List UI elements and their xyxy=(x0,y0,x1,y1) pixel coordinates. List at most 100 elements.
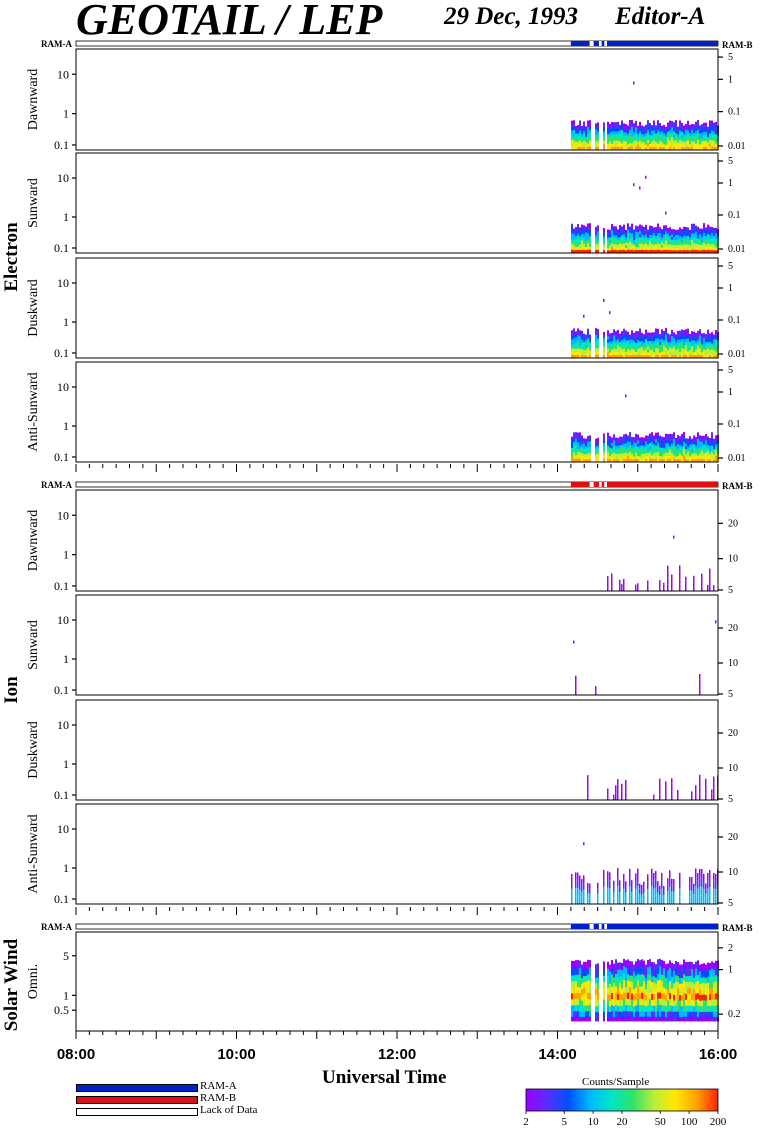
bin xyxy=(647,441,649,445)
bin xyxy=(625,458,627,463)
bin xyxy=(677,240,679,243)
bin xyxy=(687,976,689,983)
bin xyxy=(679,330,681,334)
bin xyxy=(681,978,683,985)
bin xyxy=(677,342,679,347)
bin xyxy=(581,1000,583,1007)
bin xyxy=(697,133,699,137)
bin xyxy=(709,994,711,1001)
bin xyxy=(689,344,691,348)
bin xyxy=(651,962,653,970)
bin xyxy=(681,964,683,972)
bin xyxy=(691,982,693,989)
bin xyxy=(627,340,629,344)
bin xyxy=(639,980,641,988)
right-tick-label: 5 xyxy=(728,365,733,376)
bin xyxy=(571,133,573,138)
left-tick-label: 10 xyxy=(57,718,69,732)
bin xyxy=(607,345,609,350)
bin xyxy=(657,143,659,147)
panel-label: Dawnward xyxy=(26,510,41,571)
bin xyxy=(693,331,695,335)
bin xyxy=(707,142,709,146)
bin xyxy=(651,349,653,353)
bin xyxy=(673,897,675,904)
bin xyxy=(619,450,621,454)
bin xyxy=(709,226,711,230)
bin xyxy=(647,355,649,359)
bin xyxy=(621,456,623,460)
bin xyxy=(621,238,623,242)
bin xyxy=(699,441,701,445)
bin xyxy=(683,442,685,446)
bin xyxy=(617,237,619,241)
bin xyxy=(641,980,643,987)
bin xyxy=(585,456,587,460)
bin xyxy=(677,458,679,463)
bin xyxy=(581,450,583,454)
bin xyxy=(627,459,629,463)
bin xyxy=(665,126,667,130)
bin xyxy=(695,961,697,970)
bin xyxy=(653,994,655,1001)
bin xyxy=(637,136,639,140)
bin xyxy=(627,128,629,132)
bin xyxy=(631,445,633,449)
bin xyxy=(689,133,691,137)
bin xyxy=(705,449,707,453)
left-tick-label: 0.1 xyxy=(54,241,69,255)
bin xyxy=(703,1006,705,1013)
bin xyxy=(695,134,697,138)
bin xyxy=(701,341,703,345)
bin xyxy=(635,120,637,125)
bin xyxy=(573,1011,575,1018)
bin xyxy=(699,995,701,1002)
mode-left-label: RAM-A xyxy=(41,922,72,932)
bin xyxy=(699,125,701,129)
bin xyxy=(713,969,715,978)
bin xyxy=(607,242,609,246)
bin xyxy=(683,147,685,151)
bin xyxy=(667,977,669,984)
bin xyxy=(715,450,717,454)
bin xyxy=(703,963,705,971)
bin xyxy=(643,355,645,359)
bin xyxy=(675,245,677,249)
bin xyxy=(689,450,691,454)
bin xyxy=(595,690,597,693)
bin xyxy=(573,344,575,349)
bin xyxy=(673,970,675,978)
bin xyxy=(575,136,577,140)
bin xyxy=(635,1005,637,1012)
bin xyxy=(623,881,625,889)
bin xyxy=(655,970,657,979)
bin xyxy=(701,236,703,240)
bin xyxy=(655,432,657,437)
bin xyxy=(661,229,663,233)
bin xyxy=(611,125,613,129)
bin xyxy=(583,968,585,977)
bin xyxy=(615,137,617,142)
bin xyxy=(585,352,587,356)
bin xyxy=(661,1016,663,1022)
bin xyxy=(579,967,581,976)
bin xyxy=(663,1016,665,1022)
bin xyxy=(603,233,605,237)
left-tick-label: 1 xyxy=(63,419,69,433)
bin xyxy=(659,347,661,351)
bin xyxy=(589,447,591,451)
bin xyxy=(577,127,579,131)
bin xyxy=(673,458,675,463)
bin xyxy=(577,967,579,976)
left-tick-label: 1 xyxy=(63,757,69,771)
bin xyxy=(579,896,581,904)
bin xyxy=(635,355,637,359)
bin xyxy=(627,239,629,244)
bin xyxy=(693,977,695,984)
bin xyxy=(651,1005,653,1012)
bin xyxy=(683,438,685,443)
bin xyxy=(691,795,693,798)
bin xyxy=(637,352,639,356)
bin xyxy=(615,122,617,126)
bin xyxy=(689,1011,691,1018)
